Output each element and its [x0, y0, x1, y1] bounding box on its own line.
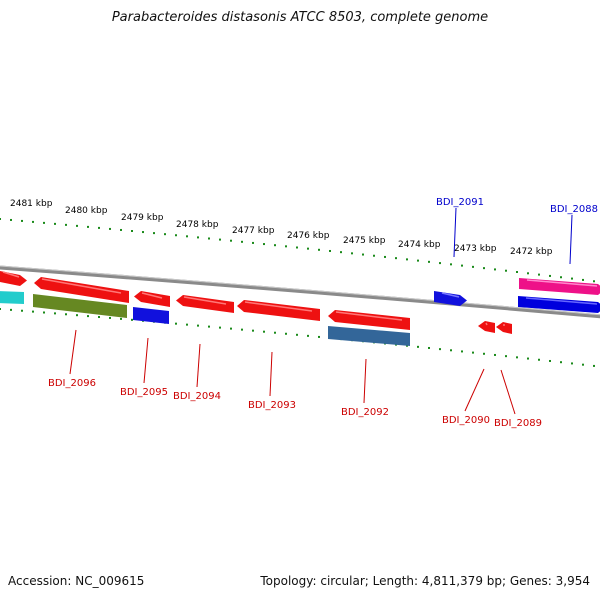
accession-text: Accession: NC_009615 [8, 574, 145, 588]
gene-arrow [237, 300, 320, 321]
gene-label: BDI_2088 [550, 204, 598, 215]
gene-label: BDI_2091 [436, 197, 484, 208]
kbp-label: 2473 kbp [454, 244, 497, 254]
gene-arrow-highlight [441, 292, 460, 298]
gene-block [33, 294, 127, 318]
gene-arrow [478, 321, 495, 333]
kbp-label: 2481 kbp [10, 199, 53, 209]
gene-arrow-highlight [335, 311, 403, 321]
kbp-label: 2476 kbp [287, 231, 330, 241]
gene-label: BDI_2095 [120, 387, 168, 398]
gene-arrow-highlight [2, 271, 20, 278]
gene-arrow [519, 278, 600, 295]
genome-title: Parabacteroides distasonis ATCC 8503, co… [111, 10, 489, 25]
gene-arrow [518, 296, 600, 313]
gene-arrow-highlight [525, 297, 598, 305]
kbp-label: 2474 kbp [398, 240, 441, 250]
gene-arrow [496, 322, 512, 334]
genome-summary-text: Topology: circular; Length: 4,811,379 bp… [260, 574, 590, 588]
gene-leader-line [269, 351, 273, 397]
gene-feature-group [0, 271, 600, 346]
kbp-label: 2480 kbp [65, 206, 108, 216]
gene-label: BDI_2089 [494, 418, 542, 429]
gene-arrow [434, 291, 467, 306]
gene-arrow [176, 295, 234, 313]
gene-leader-line [500, 369, 516, 415]
gene-arrow [34, 277, 129, 303]
genome-backbone [0, 265, 600, 319]
gene-arrow-highlight [41, 278, 122, 294]
kbp-label: 2478 kbp [176, 220, 219, 230]
gene-arrow-highlight [526, 279, 598, 287]
gene-label-group: BDI_2096 BDI_2095 BDI_2094 BDI_2093 BDI_2092… [48, 197, 598, 429]
kbp-label-group: 2481 kbp 2480 kbp 2479 kbp 2478 kbp 2477 kbp… [10, 199, 553, 257]
gene-arrow-highlight [183, 296, 227, 305]
gene-leader-lines [69, 207, 573, 415]
gene-arrow [0, 271, 27, 286]
gene-leader-line [196, 343, 201, 388]
gene-block [133, 307, 169, 324]
gene-arrow [134, 291, 170, 307]
outer-tick-track [0, 218, 595, 283]
gene-leader-line [453, 207, 457, 258]
gene-block [328, 326, 410, 346]
gene-label: BDI_2096 [48, 378, 96, 389]
kbp-label: 2472 kbp [510, 247, 553, 257]
gene-arrow-highlight [485, 322, 488, 326]
gene-leader-line [69, 329, 77, 375]
gene-arrow-highlight [244, 301, 313, 312]
gene-block [0, 291, 24, 304]
gene-leader-line [363, 358, 367, 404]
gene-label: BDI_2093 [248, 400, 296, 411]
gene-arrow-highlight [141, 292, 163, 299]
gene-label: BDI_2092 [341, 407, 389, 418]
gene-leader-line [464, 368, 485, 412]
kbp-label: 2475 kbp [343, 236, 386, 246]
gene-leader-line [143, 337, 149, 384]
kbp-label: 2479 kbp [121, 213, 164, 223]
gene-label: BDI_2094 [173, 391, 221, 402]
gene-leader-line [569, 214, 573, 265]
gene-label: BDI_2090 [442, 415, 490, 426]
kbp-label: 2477 kbp [232, 226, 275, 236]
gene-arrow [328, 310, 410, 330]
